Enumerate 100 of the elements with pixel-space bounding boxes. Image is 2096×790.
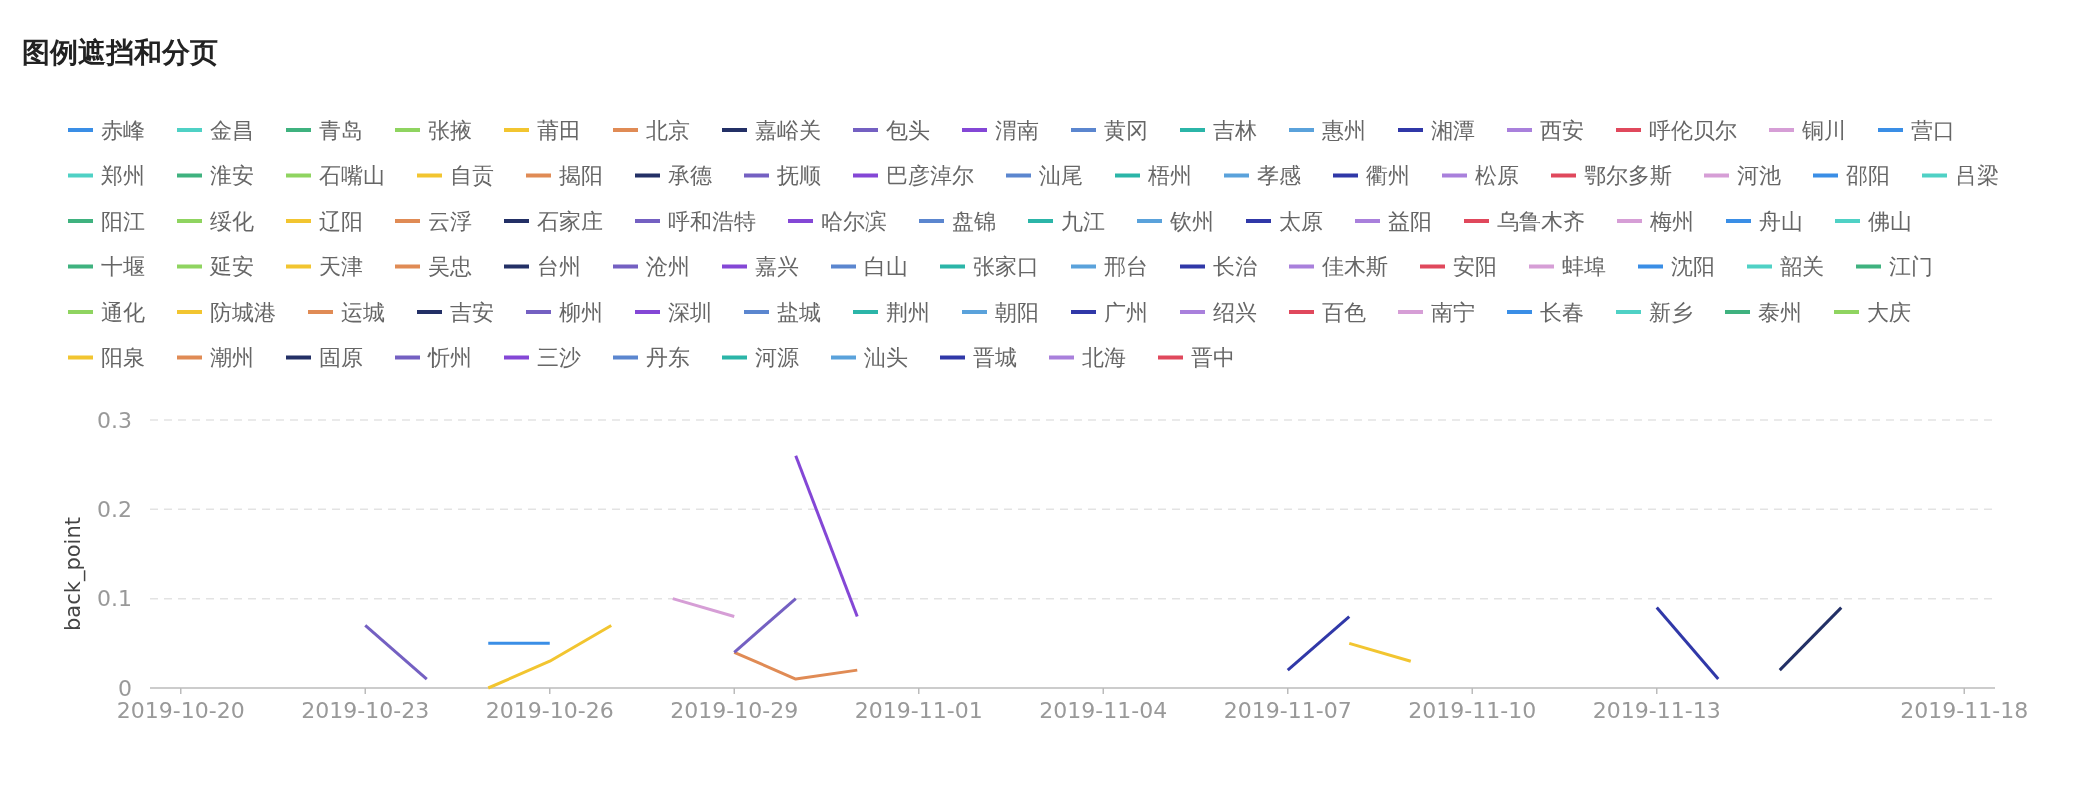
legend-label: 张家口	[973, 254, 1039, 280]
legend-label: 渭南	[995, 117, 1039, 143]
legend-label: 辽阳	[319, 208, 363, 234]
legend-label: 汕尾	[1039, 163, 1083, 189]
legend-label: 大庆	[1867, 299, 1911, 325]
legend-label: 深圳	[668, 299, 712, 325]
y-tick-label: 0.1	[97, 586, 132, 612]
x-tick-label: 2019-10-23	[301, 698, 430, 723]
legend-label: 哈尔滨	[821, 208, 887, 234]
legend-label: 乌鲁木齐	[1497, 208, 1585, 234]
legend-label: 莆田	[537, 117, 581, 143]
legend-label: 江门	[1889, 254, 1933, 280]
legend-label: 北海	[1082, 345, 1126, 371]
legend-label: 广州	[1104, 299, 1148, 325]
legend-label: 孝感	[1257, 163, 1301, 189]
legend-label: 赤峰	[101, 117, 145, 143]
legend-label: 惠州	[1321, 117, 1366, 143]
legend-label: 吴忠	[428, 254, 472, 280]
legend-label: 长治	[1213, 254, 1257, 280]
legend-label: 运城	[341, 299, 385, 325]
legend-label: 佛山	[1868, 208, 1912, 234]
legend-label: 石家庄	[537, 208, 603, 234]
legend-label: 吉林	[1213, 117, 1257, 143]
legend-label: 南宁	[1431, 299, 1475, 325]
legend-label: 三沙	[537, 345, 581, 371]
x-tick-label: 2019-11-04	[1039, 698, 1168, 723]
legend-label: 太原	[1279, 208, 1323, 234]
legend-label: 汕头	[864, 345, 908, 371]
legend-label: 朝阳	[995, 299, 1039, 325]
legend-label: 阳泉	[101, 345, 145, 371]
x-tick-label: 2019-10-20	[116, 698, 245, 723]
legend-label: 呼和浩特	[668, 208, 756, 234]
legend-label: 白山	[864, 254, 908, 280]
legend-label: 晋城	[973, 345, 1017, 371]
legend-label: 忻州	[427, 345, 472, 371]
legend-label: 潮州	[210, 345, 254, 371]
legend-label: 通化	[101, 299, 145, 325]
legend-label: 湘潭	[1431, 117, 1475, 143]
x-tick-label: 2019-11-13	[1592, 698, 1721, 723]
legend-label: 揭阳	[559, 163, 603, 189]
legend-label: 衢州	[1366, 163, 1410, 189]
x-tick-label: 2019-10-26	[485, 698, 614, 723]
legend-label: 十堰	[101, 254, 145, 280]
x-tick-label: 2019-10-29	[670, 698, 799, 723]
legend-label: 青岛	[319, 117, 363, 143]
x-tick-label: 2019-11-01	[854, 698, 983, 723]
y-axis-title: back_point	[61, 517, 86, 631]
x-tick-label: 2019-11-07	[1223, 698, 1352, 723]
legend-label: 自贡	[450, 163, 494, 189]
legend-label: 吉安	[450, 299, 494, 325]
legend-label: 防城港	[210, 299, 276, 325]
legend-label: 铜川	[1801, 117, 1846, 143]
legend-label: 云浮	[428, 208, 472, 234]
legend-label: 台州	[537, 254, 581, 280]
legend-label: 郑州	[101, 163, 145, 189]
legend-label: 沧州	[646, 254, 690, 280]
legend-label: 舟山	[1759, 208, 1803, 234]
legend-label: 邢台	[1104, 254, 1148, 280]
y-tick-label: 0.3	[97, 407, 132, 433]
legend-label: 松原	[1475, 163, 1519, 189]
legend-label: 长春	[1540, 299, 1584, 325]
legend-label: 河池	[1737, 163, 1781, 189]
legend-label: 益阳	[1388, 208, 1432, 234]
legend-label: 邵阳	[1846, 163, 1890, 189]
legend-label: 鄂尔多斯	[1584, 163, 1672, 189]
legend-label: 包头	[886, 117, 930, 143]
legend-label: 张掖	[428, 117, 472, 143]
legend-label: 阳江	[101, 208, 145, 234]
legend-label: 河源	[755, 345, 799, 371]
legend-label: 安阳	[1453, 254, 1497, 280]
legend-label: 吕梁	[1955, 163, 1999, 189]
legend-label: 佳木斯	[1322, 254, 1388, 280]
legend-label: 梧州	[1147, 163, 1192, 189]
legend-label: 盘锦	[952, 208, 996, 234]
legend-label: 巴彦淖尔	[886, 163, 974, 189]
legend-label: 黄冈	[1104, 117, 1148, 143]
legend-label: 淮安	[210, 163, 254, 189]
legend-label: 营口	[1911, 117, 1955, 143]
legend-label: 柳州	[559, 299, 603, 325]
legend-label: 盐城	[777, 299, 821, 325]
legend-label: 荆州	[886, 299, 930, 325]
legend-label: 绍兴	[1213, 299, 1257, 325]
legend-label: 石嘴山	[319, 163, 385, 189]
legend-label: 蚌埠	[1562, 254, 1606, 280]
legend-label: 绥化	[210, 208, 254, 234]
legend-label: 北京	[646, 117, 690, 143]
legend-label: 嘉峪关	[755, 117, 821, 143]
legend-label: 新乡	[1649, 299, 1693, 325]
x-tick-label: 2019-11-18	[1900, 698, 2029, 723]
legend-label: 韶关	[1780, 254, 1824, 280]
legend-label: 晋中	[1191, 345, 1235, 371]
legend-label: 梅州	[1649, 208, 1694, 234]
legend-label: 抚顺	[776, 163, 821, 189]
legend-label: 嘉兴	[755, 254, 799, 280]
chart-title: 图例遮挡和分页	[22, 36, 218, 69]
legend-label: 承德	[668, 163, 712, 189]
legend-label: 丹东	[646, 345, 690, 371]
legend-label: 固原	[319, 345, 363, 371]
legend-label: 延安	[209, 254, 254, 280]
x-tick-label: 2019-11-10	[1408, 698, 1537, 723]
